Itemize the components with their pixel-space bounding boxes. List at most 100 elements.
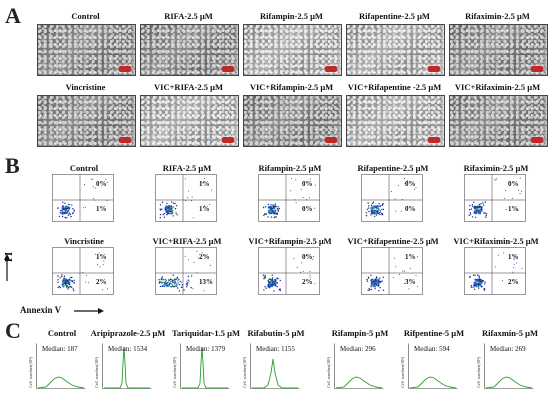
histogram-plot — [484, 343, 534, 389]
flow-dot — [512, 271, 514, 273]
flow-dot — [167, 281, 169, 283]
flow-dot — [474, 216, 477, 218]
flow-dot — [63, 275, 66, 277]
flow-dot — [84, 281, 86, 283]
histogram-svg — [250, 343, 300, 389]
flow-dot — [484, 283, 486, 285]
flow-dot — [482, 280, 484, 283]
flow-dot — [518, 189, 520, 191]
panel-c-caption: Aripiprazole-2.5 μM — [90, 328, 166, 338]
flow-dot — [374, 205, 376, 207]
flow-dot — [73, 279, 75, 281]
flow-dot — [472, 274, 475, 276]
flow-dot — [71, 286, 73, 289]
histogram-svg — [484, 343, 534, 389]
flow-dot — [102, 289, 104, 291]
flow-dot — [478, 282, 480, 285]
flow-cytometry-plot — [361, 247, 423, 295]
flow-dot — [172, 284, 174, 286]
flow-dot — [190, 287, 192, 289]
flow-dot — [374, 279, 377, 282]
flow-dot — [174, 202, 176, 205]
scale-bar — [119, 66, 131, 72]
flow-dot — [268, 210, 271, 212]
flow-dot — [209, 204, 211, 206]
scale-bar — [325, 66, 337, 72]
upper-right-percent: 2% — [199, 253, 210, 261]
flow-dot — [65, 208, 67, 210]
flow-dot — [102, 264, 104, 266]
flow-dot — [513, 267, 515, 269]
flow-dot — [402, 270, 404, 272]
panel-b-caption: VIC+Rifampin-2.5 μM — [248, 236, 332, 246]
flow-dot — [417, 285, 419, 287]
panel-b-caption: Rifampin-2.5 μM — [258, 163, 322, 173]
flow-dot — [68, 287, 70, 289]
lower-right-percent: 0% — [302, 205, 313, 213]
flow-dot — [476, 280, 478, 282]
flow-dot — [164, 284, 167, 286]
flow-dot — [381, 208, 383, 211]
flow-dot — [66, 206, 68, 208]
flow-dot — [187, 279, 189, 281]
flow-dot — [177, 282, 179, 284]
flow-dot — [272, 281, 274, 283]
lower-right-percent: 2% — [302, 278, 313, 286]
flow-dot — [474, 208, 476, 210]
flow-dot — [173, 285, 176, 288]
flow-dot — [264, 213, 266, 216]
flow-dot — [375, 276, 378, 278]
panel-a-caption: Control — [71, 11, 100, 21]
flow-dot — [64, 206, 66, 208]
histogram-svg — [36, 343, 86, 389]
flow-dot — [375, 214, 378, 216]
flow-dot — [381, 204, 383, 206]
flow-dot — [61, 212, 64, 214]
flow-dot — [366, 280, 369, 282]
flow-dot — [106, 200, 108, 202]
flow-dot — [169, 278, 172, 280]
flow-dot — [379, 287, 381, 289]
flow-dot — [166, 214, 168, 216]
flow-dot — [173, 280, 175, 282]
flow-dot — [161, 208, 163, 210]
flow-dot — [172, 215, 174, 217]
flow-dot — [290, 190, 292, 192]
flow-cytometry-plot — [361, 174, 423, 222]
flow-dot — [374, 283, 376, 285]
flow-dot — [309, 178, 311, 180]
flow-dot — [497, 254, 499, 256]
flow-dot — [505, 189, 507, 191]
flow-dot — [376, 209, 378, 211]
lower-right-percent: 13% — [199, 278, 213, 286]
flow-dot — [159, 285, 162, 288]
flow-dot — [401, 199, 403, 200]
scale-bar — [531, 66, 543, 72]
flow-dot — [170, 205, 172, 207]
flow-dot — [57, 275, 59, 277]
flow-dot — [416, 256, 418, 258]
panel-b-caption: RIFA-2.5 μM — [162, 163, 212, 173]
flow-dot — [103, 260, 105, 262]
flow-dot — [367, 289, 369, 291]
flow-dot — [305, 254, 307, 256]
panel-c-caption: Rifaxmin-5 μM — [481, 328, 539, 338]
flow-dot — [291, 178, 292, 180]
flow-dot — [410, 267, 412, 269]
histogram-y-label: Cell number(10³) — [326, 356, 331, 388]
micrograph — [243, 95, 342, 147]
upper-right-percent: 1% — [199, 180, 210, 188]
flow-dot — [188, 259, 190, 261]
flow-dot — [85, 206, 87, 208]
flow-dot — [272, 283, 274, 285]
flow-dot — [476, 208, 479, 210]
flow-dot — [302, 270, 304, 272]
flow-dot — [376, 207, 378, 209]
flow-dot — [378, 208, 380, 211]
flow-dot — [382, 203, 384, 205]
flow-dot — [273, 283, 276, 285]
upper-right-percent: 1% — [96, 253, 107, 261]
flow-dot — [204, 178, 206, 180]
flow-dot — [166, 282, 168, 285]
panel-a-caption: VIC+Rifampin-2.5 μM — [249, 82, 334, 92]
